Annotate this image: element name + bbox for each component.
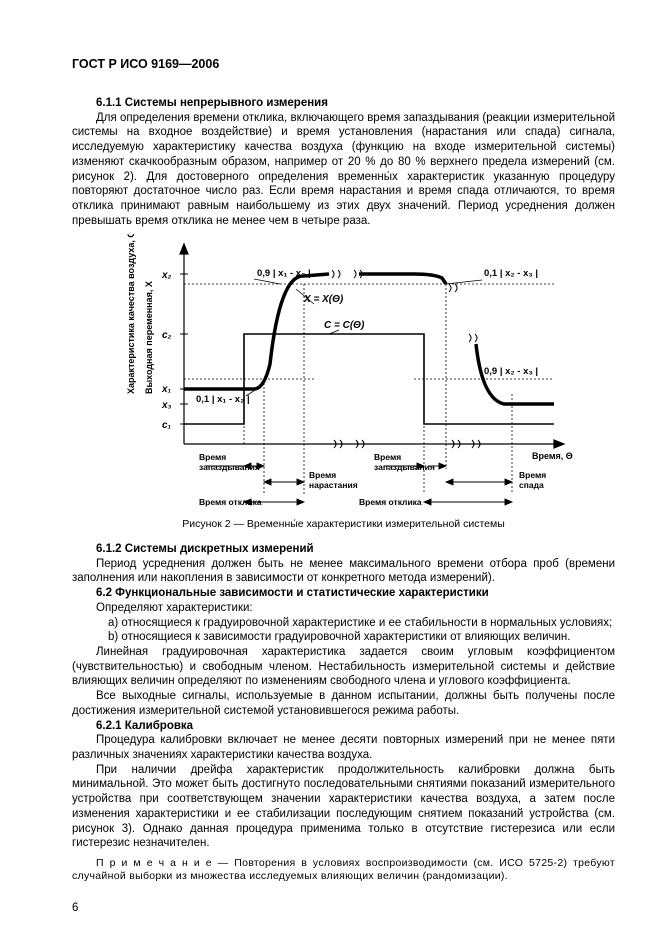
- figure-2: Характеристика качества воздуха, С Выход…: [72, 234, 615, 514]
- svg-text:С = С(Θ): С = С(Θ): [324, 320, 365, 331]
- svg-text:Время: Время: [199, 452, 226, 462]
- svg-text:c₁: c₁: [162, 420, 172, 431]
- svg-text:Время: Время: [519, 470, 546, 480]
- svg-text:c₂: c₂: [162, 330, 172, 341]
- svg-text:0,9 | x₂ - x₃ |: 0,9 | x₂ - x₃ |: [484, 366, 538, 377]
- section-62-p1: Определяют характеристики:: [72, 601, 615, 616]
- section-62-title: 6.2 Функциональные зависимости и статист…: [72, 586, 615, 601]
- page-number: 6: [72, 901, 78, 916]
- lbl-delay-1: запаздывания: [199, 462, 260, 472]
- lbl-rise: нарастания: [309, 480, 358, 490]
- svg-text:Характеристика качества воздух: Характеристика качества воздуха, С: [126, 234, 136, 394]
- note: П р и м е ч а н и е — Повторения в услов…: [72, 857, 615, 884]
- lbl-delay-2: запаздывания: [374, 462, 435, 472]
- svg-text:0,1 | x₂ - x₃ |: 0,1 | x₂ - x₃ |: [484, 268, 538, 279]
- section-62-b: b) относящиеся к зависимости градуировоч…: [72, 630, 615, 645]
- svg-text:Время, Θ: Время, Θ: [532, 451, 573, 461]
- section-621-p2: При наличии дрейфа характеристик продолж…: [72, 763, 615, 851]
- svg-text:Выходная переменная, X: Выходная переменная, X: [144, 282, 154, 395]
- svg-text:x₁: x₁: [161, 384, 172, 395]
- lbl-response-1: Время отклика: [199, 497, 262, 507]
- svg-text:Время: Время: [374, 452, 401, 462]
- svg-text:x₃: x₃: [161, 400, 172, 411]
- section-62-p2: Линейная градуировочная характеристика з…: [72, 645, 615, 689]
- svg-text:0,9 | x₁ - x₂ |: 0,9 | x₁ - x₂ |: [257, 268, 311, 279]
- doc-header: ГОСТ Р ИСО 9169—2006: [72, 56, 615, 72]
- section-612-p1: Период усреднения должен быть не менее м…: [72, 557, 615, 586]
- svg-text:Время: Время: [309, 470, 336, 480]
- lbl-response-2: Время отклика: [359, 497, 422, 507]
- svg-text:x₂: x₂: [161, 270, 172, 281]
- section-621-p1: Процедура калибровки включает не менее д…: [72, 733, 615, 762]
- figure-2-caption: Рисунок 2 — Временны́е характеристики из…: [72, 518, 615, 531]
- section-62-p3: Все выходные сигналы, используемые в дан…: [72, 689, 615, 718]
- section-62-a: a) относящиеся к градуировочной характер…: [72, 616, 615, 631]
- section-612-title: 6.1.2 Системы дискретных измерений: [72, 542, 615, 557]
- svg-text:0,1 | x₁ - x₂ |: 0,1 | x₁ - x₂ |: [196, 394, 250, 405]
- section-621-title: 6.2.1 Калибровка: [72, 719, 615, 734]
- lbl-fall: спада: [519, 480, 544, 490]
- section-611-title: 6.1.1 Системы непрерывного измерения: [72, 96, 615, 111]
- section-611-p1: Для определения времени отклика, включаю…: [72, 111, 615, 229]
